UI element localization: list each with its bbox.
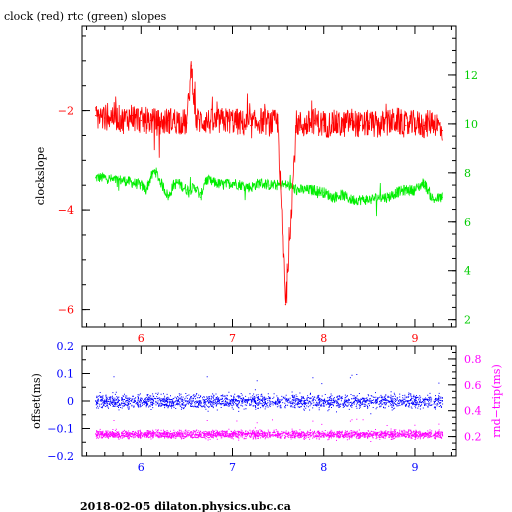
clock-series-point <box>140 119 142 122</box>
top-plot-frame <box>81 25 457 328</box>
rtc-series-line <box>95 167 443 217</box>
offset-scatter-points <box>95 374 444 415</box>
offset-series-point <box>254 400 257 402</box>
chart-title: clock (red) rtc (green) slopes <box>4 10 167 23</box>
rtc-series-point <box>95 177 97 179</box>
offset-series-point <box>323 400 325 402</box>
bottom-left-ticks: −0.2 −0.1 0 0.1 0.2 <box>47 340 90 463</box>
right-tick-label: 0.6 <box>464 379 482 392</box>
rndtrip-series-point <box>117 433 120 435</box>
rndtrip-series-point <box>345 433 348 435</box>
rndtrip-series-point <box>368 433 371 435</box>
top-left-ticks: −6 −4 −2 <box>58 35 90 317</box>
rndtrip-series-point <box>140 433 142 435</box>
right-tick-label: 12 <box>464 69 478 82</box>
offset-series-point <box>209 400 211 402</box>
offset-series-point <box>345 400 348 402</box>
top-y-axis-label: clockslope <box>34 147 47 205</box>
clock-series-point <box>95 114 97 117</box>
offset-series-point <box>277 400 279 402</box>
right-tick-label: 0.8 <box>464 353 482 366</box>
left-tick-label: 0 <box>67 395 74 408</box>
right-tick-label: 8 <box>464 167 471 180</box>
offset-series-point <box>300 400 302 402</box>
rndtrip-series-point <box>323 433 325 435</box>
offset-series-point <box>117 400 120 402</box>
x-tick-label: 9 <box>411 332 418 345</box>
rndtrip-series-point <box>254 433 257 435</box>
rndtrip-series-point <box>414 433 416 435</box>
clock-series-line <box>95 61 443 304</box>
right-tick-label: 10 <box>464 118 478 131</box>
rndtrip-series-point <box>391 433 393 435</box>
offset-series-point <box>414 400 416 402</box>
rndtrip-series-point <box>300 433 302 435</box>
offset-series-point <box>186 400 188 402</box>
right-tick-label: 4 <box>464 265 471 278</box>
left-tick-label: −2 <box>58 105 74 118</box>
left-tick-label: 0.2 <box>57 340 75 353</box>
bottom-right-ticks: 0.2 0.4 0.6 0.8 <box>448 351 482 457</box>
top-right-ticks: 2 4 6 8 10 12 <box>448 25 478 327</box>
offset-series-point <box>441 400 444 402</box>
offset-series-point <box>231 400 234 402</box>
x-tick-label: 9 <box>411 461 418 474</box>
rndtrip-series-point <box>186 433 188 435</box>
x-tick-label: 8 <box>320 332 327 345</box>
footer-caption: 2018-02-05 dilaton.physics.ubc.ca <box>80 500 291 512</box>
left-tick-label: 0.1 <box>57 368 75 381</box>
right-tick-label: 0.2 <box>464 431 482 444</box>
rndtrip-series-point <box>231 433 234 435</box>
rndtrip-series-point <box>94 433 97 435</box>
top-data-layer <box>95 61 443 306</box>
left-tick-label: −0.2 <box>47 450 74 463</box>
rndtrip-series-point <box>163 433 165 435</box>
rndtrip-series-point <box>441 433 444 435</box>
x-tick-label: 8 <box>320 461 327 474</box>
right-tick-label: 2 <box>464 314 471 327</box>
top-x-ticks: 6 7 8 9 <box>86 26 452 345</box>
rndtrip-scatter-points <box>95 418 444 442</box>
bottom-x-ticks: 6 7 8 9 <box>86 346 452 474</box>
right-tick-label: 0.4 <box>464 405 482 418</box>
rndtrip-series-point <box>277 433 279 435</box>
offset-series-point <box>163 400 165 402</box>
bottom-right-axis-label: rnd−trip(ms) <box>490 364 503 438</box>
bottom-plot: 6 7 8 9 −0.2 −0.1 0 0.1 0.2 0.2 0.4 0.6 0.8 offset… <box>30 340 503 474</box>
bottom-data-layer <box>94 374 444 442</box>
offset-series-point <box>94 400 97 402</box>
clock-series-point <box>284 304 287 306</box>
top-plot: 6 7 8 9 −6 −4 −2 2 4 6 8 10 12 clockslope <box>34 25 478 345</box>
x-tick-label: 7 <box>229 332 236 345</box>
offset-series-point <box>140 400 142 402</box>
right-tick-label: 6 <box>464 216 471 229</box>
x-tick-label: 7 <box>229 461 236 474</box>
clock-series-point <box>405 124 407 127</box>
left-tick-label: −0.1 <box>47 423 74 436</box>
left-tick-label: −6 <box>58 304 74 317</box>
left-tick-label: −4 <box>58 204 74 217</box>
bottom-left-axis-label: offset(ms) <box>30 373 43 429</box>
offset-series-point <box>391 400 393 402</box>
offset-series-point <box>368 400 371 402</box>
rndtrip-series-point <box>209 433 211 435</box>
x-tick-label: 6 <box>138 461 145 474</box>
x-tick-label: 6 <box>138 332 145 345</box>
